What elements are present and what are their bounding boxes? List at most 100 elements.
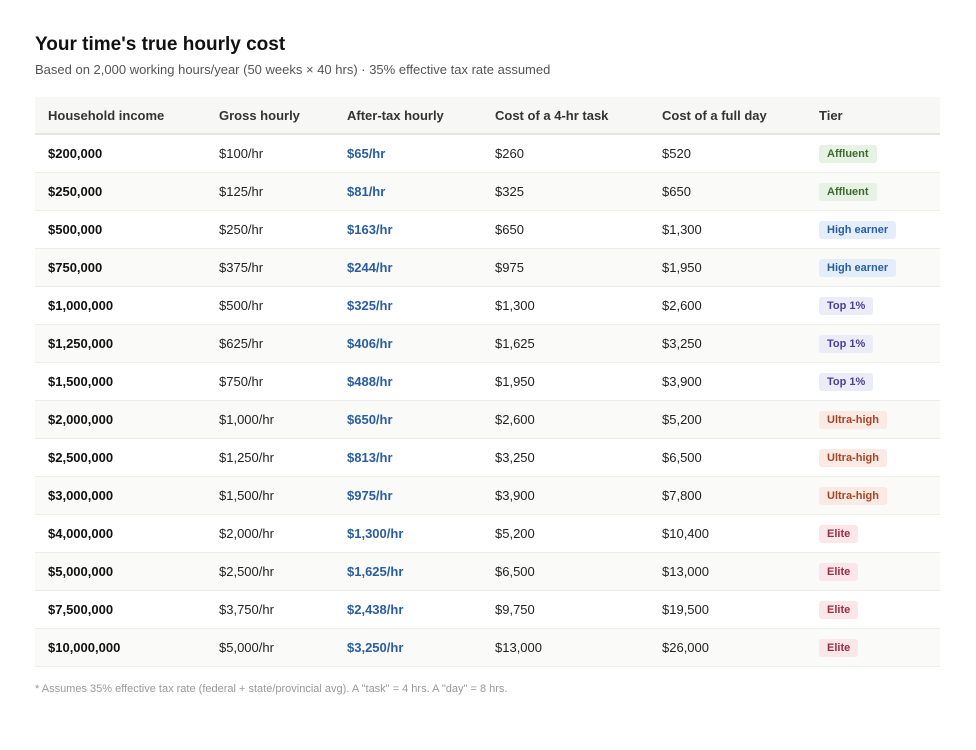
gross-hourly-cell: $1,250/hr xyxy=(206,438,334,477)
gross-hourly-cell: $125/hr xyxy=(206,172,334,211)
day-cost-cell: $5,200 xyxy=(649,400,806,439)
gross-hourly-cell: $250/hr xyxy=(206,210,334,249)
table-row: $3,000,000 $1,500/hr $975/hr $3,900 $7,800 Ul… xyxy=(35,476,940,515)
tier-cell: Elite xyxy=(806,514,940,553)
day-cost-cell: $7,800 xyxy=(649,476,806,515)
column-header-after-tax-hourly: After-tax hourly xyxy=(334,97,482,135)
after-tax-hourly-cell: $244/hr xyxy=(334,248,482,287)
tier-cell: Elite xyxy=(806,628,940,667)
table-row: $500,000 $250/hr $163/hr $650 $1,300 High ear… xyxy=(35,210,940,249)
gross-hourly-cell: $625/hr xyxy=(206,324,334,363)
income-cell: $7,500,000 xyxy=(35,590,206,629)
column-header-cost-4hr-task: Cost of a 4-hr task xyxy=(482,97,649,135)
tier-cell: Elite xyxy=(806,552,940,591)
gross-hourly-cell: $2,000/hr xyxy=(206,514,334,553)
tier-cell: Top 1% xyxy=(806,286,940,325)
hourly-cost-panel: Your time's true hourly cost Based on 2,… xyxy=(35,33,940,696)
day-cost-cell: $6,500 xyxy=(649,438,806,477)
tier-cell: High earner xyxy=(806,210,940,249)
day-cost-cell: $520 xyxy=(649,134,806,173)
tier-cell: Top 1% xyxy=(806,362,940,401)
table-body: $200,000 $100/hr $65/hr $260 $520 Affluent $25… xyxy=(35,134,940,667)
tier-cell: Ultra-high xyxy=(806,400,940,439)
tier-badge: Ultra-high xyxy=(819,448,887,467)
day-cost-cell: $3,250 xyxy=(649,324,806,363)
task-cost-cell: $3,250 xyxy=(482,438,649,477)
day-cost-cell: $19,500 xyxy=(649,590,806,629)
task-cost-cell: $1,625 xyxy=(482,324,649,363)
tier-badge: Top 1% xyxy=(819,296,874,315)
income-cell: $4,000,000 xyxy=(35,514,206,553)
table-header-row: Household income Gross hourly After-tax … xyxy=(35,97,940,135)
task-cost-cell: $975 xyxy=(482,248,649,287)
tier-cell: Elite xyxy=(806,590,940,629)
tier-badge: Ultra-high xyxy=(819,486,887,505)
task-cost-cell: $13,000 xyxy=(482,628,649,667)
tier-badge: Elite xyxy=(819,638,859,657)
tier-badge: Elite xyxy=(819,562,859,581)
after-tax-hourly-cell: $406/hr xyxy=(334,324,482,363)
after-tax-hourly-cell: $65/hr xyxy=(334,134,482,173)
income-cell: $5,000,000 xyxy=(35,552,206,591)
table-row: $7,500,000 $3,750/hr $2,438/hr $9,750 $19,50… xyxy=(35,590,940,629)
after-tax-hourly-cell: $81/hr xyxy=(334,172,482,211)
after-tax-hourly-cell: $488/hr xyxy=(334,362,482,401)
table-row: $250,000 $125/hr $81/hr $325 $650 Affluent xyxy=(35,172,940,211)
tier-cell: Top 1% xyxy=(806,324,940,363)
gross-hourly-cell: $5,000/hr xyxy=(206,628,334,667)
table-row: $1,000,000 $500/hr $325/hr $1,300 $2,600 Top … xyxy=(35,286,940,325)
task-cost-cell: $1,950 xyxy=(482,362,649,401)
table-row: $750,000 $375/hr $244/hr $975 $1,950 High ear… xyxy=(35,248,940,287)
tier-badge: Top 1% xyxy=(819,372,874,391)
table-row: $4,000,000 $2,000/hr $1,300/hr $5,200 $10,40… xyxy=(35,514,940,553)
tier-badge: High earner xyxy=(819,220,897,239)
table-header: Household income Gross hourly After-tax … xyxy=(35,97,940,135)
day-cost-cell: $650 xyxy=(649,172,806,211)
after-tax-hourly-cell: $650/hr xyxy=(334,400,482,439)
column-header-gross-hourly: Gross hourly xyxy=(206,97,334,135)
gross-hourly-cell: $2,500/hr xyxy=(206,552,334,591)
income-cell: $10,000,000 xyxy=(35,628,206,667)
column-header-household-income: Household income xyxy=(35,97,206,135)
task-cost-cell: $650 xyxy=(482,210,649,249)
gross-hourly-cell: $500/hr xyxy=(206,286,334,325)
after-tax-hourly-cell: $975/hr xyxy=(334,476,482,515)
income-cell: $1,500,000 xyxy=(35,362,206,401)
after-tax-hourly-cell: $163/hr xyxy=(334,210,482,249)
day-cost-cell: $13,000 xyxy=(649,552,806,591)
table-row: $5,000,000 $2,500/hr $1,625/hr $6,500 $13,00… xyxy=(35,552,940,591)
day-cost-cell: $10,400 xyxy=(649,514,806,553)
task-cost-cell: $2,600 xyxy=(482,400,649,439)
tier-badge: Ultra-high xyxy=(819,410,887,429)
tier-cell: Ultra-high xyxy=(806,476,940,515)
income-cell: $250,000 xyxy=(35,172,206,211)
gross-hourly-cell: $1,000/hr xyxy=(206,400,334,439)
tier-badge: Elite xyxy=(819,600,859,619)
gross-hourly-cell: $100/hr xyxy=(206,134,334,173)
table-row: $2,000,000 $1,000/hr $650/hr $2,600 $5,200 Ul… xyxy=(35,400,940,439)
day-cost-cell: $1,300 xyxy=(649,210,806,249)
tier-cell: Ultra-high xyxy=(806,438,940,477)
after-tax-hourly-cell: $325/hr xyxy=(334,286,482,325)
page-title: Your time's true hourly cost xyxy=(35,34,286,55)
task-cost-cell: $9,750 xyxy=(482,590,649,629)
tier-cell: High earner xyxy=(806,248,940,287)
after-tax-hourly-cell: $2,438/hr xyxy=(334,590,482,629)
tier-badge: Affluent xyxy=(819,182,877,201)
income-cell: $1,000,000 xyxy=(35,286,206,325)
after-tax-hourly-cell: $1,300/hr xyxy=(334,514,482,553)
table-row: $10,000,000 $5,000/hr $3,250/hr $13,000 $26,… xyxy=(35,628,940,667)
task-cost-cell: $5,200 xyxy=(482,514,649,553)
after-tax-hourly-cell: $813/hr xyxy=(334,438,482,477)
table-row: $1,500,000 $750/hr $488/hr $1,950 $3,900 Top … xyxy=(35,362,940,401)
gross-hourly-cell: $375/hr xyxy=(206,248,334,287)
after-tax-hourly-cell: $1,625/hr xyxy=(334,552,482,591)
page-subtitle: Based on 2,000 working hours/year (50 we… xyxy=(35,62,551,77)
day-cost-cell: $1,950 xyxy=(649,248,806,287)
gross-hourly-cell: $1,500/hr xyxy=(206,476,334,515)
hourly-cost-table: Household income Gross hourly After-tax … xyxy=(35,97,940,667)
task-cost-cell: $6,500 xyxy=(482,552,649,591)
day-cost-cell: $26,000 xyxy=(649,628,806,667)
table-row: $2,500,000 $1,250/hr $813/hr $3,250 $6,500 Ul… xyxy=(35,438,940,477)
table-row: $1,250,000 $625/hr $406/hr $1,625 $3,250 Top … xyxy=(35,324,940,363)
